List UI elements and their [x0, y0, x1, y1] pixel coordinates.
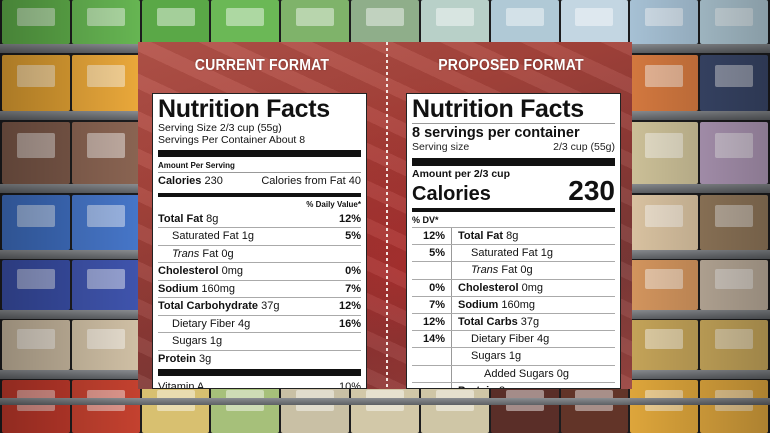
nutrient-row: Trans Fat 0g	[158, 244, 361, 263]
dotted-divider	[386, 42, 388, 389]
nutrient-row: Saturated Fat 1g 5%	[158, 227, 361, 245]
current-nutrition-label: Nutrition Facts Serving Size 2/3 cup (55…	[152, 93, 367, 389]
calories-label: Calories	[412, 183, 491, 205]
dv-header: % DV*	[412, 215, 439, 225]
nutrient-row: Total Carbohydrate 37g 12%	[158, 297, 361, 315]
nutrient-row: 14% Dietary Fiber 4g	[412, 330, 615, 348]
comparison-panel: CURRENT FORMAT PROPOSED FORMAT Nutrition…	[138, 42, 632, 389]
servings-per-container: Servings Per Container About 8	[158, 134, 306, 146]
nutrient-row: Added Sugars 0g	[412, 364, 615, 382]
nutrient-row: Protein 3g	[412, 381, 615, 388]
nutrient-row: Dietary Fiber 4g 16%	[158, 314, 361, 333]
vitamin-rows: Vitamin A10% Vitamin C8% Calcium20%	[158, 379, 361, 389]
nutrient-row: Sugars 1g	[412, 347, 615, 365]
amount-per: Amount per 2/3 cup	[412, 168, 511, 180]
calories-row: Calories 230 Calories from Fat 40	[158, 172, 361, 190]
nutrient-row: 7% Sodium 160mg	[412, 295, 615, 314]
proposed-format-title: PROPOSED FORMAT	[438, 57, 584, 74]
label-title: Nutrition Facts	[158, 95, 330, 123]
calories-value: 230	[204, 175, 223, 187]
current-format-title: CURRENT FORMAT	[194, 57, 330, 74]
nutrient-row: Total Fat 8g 12%	[158, 212, 361, 225]
nutrient-row: Sodium 160mg 7%	[158, 279, 361, 298]
nutrient-row: 5% Saturated Fat 1g	[412, 244, 615, 262]
serving-size-label: Serving size	[412, 141, 470, 153]
vitamin-row: Vitamin A 10%	[158, 381, 361, 389]
amount-per-serving: Amount Per Serving	[158, 161, 235, 170]
nutrient-row: 0% Cholesterol 0mg	[412, 278, 615, 296]
nutrient-row: Sugars 1g	[158, 332, 361, 350]
serving-size-row: Serving size 2/3 cup (55g)	[412, 141, 615, 154]
nutrient-row: Protein 3g	[158, 349, 361, 368]
nutrient-row: Trans Fat 0g	[412, 261, 615, 279]
proposed-nutrition-label: Nutrition Facts 8 servings per container…	[406, 93, 621, 389]
nutrient-row: Cholesterol 0mg 0%	[158, 262, 361, 280]
calories-row: Calories 230	[412, 175, 615, 206]
nutrient-row: 12% Total Carbs 37g	[412, 313, 615, 331]
daily-value-header: % Daily Value*	[306, 199, 361, 209]
serving-size: Serving Size 2/3 cup (55g)	[158, 122, 282, 134]
nutrient-rows: Total Fat 8g 12% Saturated Fat 1g 5% Tra…	[158, 211, 361, 368]
label-title: Nutrition Facts	[412, 95, 584, 123]
nutrient-rows: 12% Total Fat 8g 5% Saturated Fat 1g Tra…	[412, 227, 615, 388]
servings-per-container: 8 servings per container	[412, 125, 580, 141]
calories-label: Calories	[158, 175, 202, 187]
calories-value: 230	[568, 175, 615, 206]
nutrient-row: 12% Total Fat 8g	[412, 227, 615, 245]
calories-from-fat: Calories from Fat 40	[261, 175, 361, 187]
shelf-top-products	[0, 0, 770, 44]
serving-size-value: 2/3 cup (55g)	[553, 141, 615, 153]
